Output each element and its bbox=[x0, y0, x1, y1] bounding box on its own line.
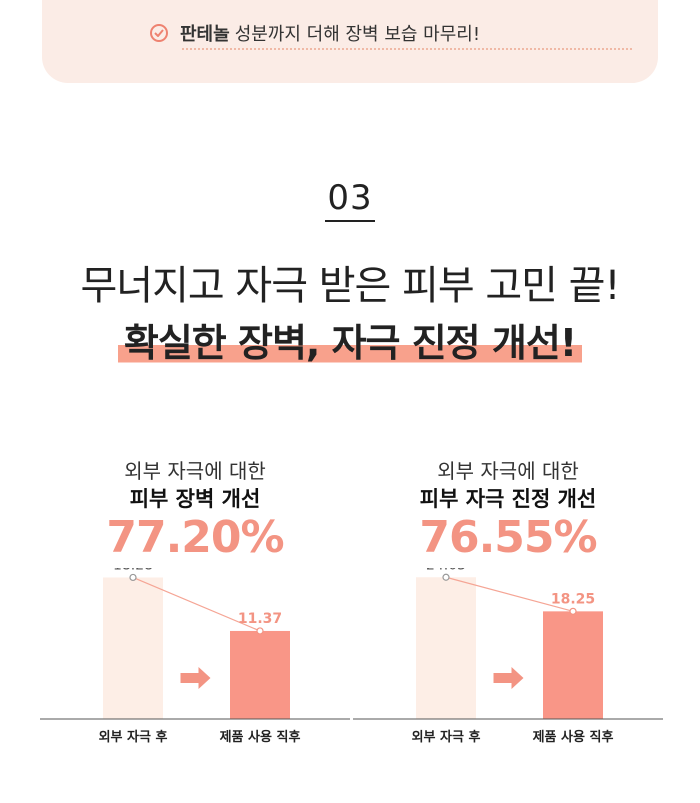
improvement-percent: 77.20% bbox=[106, 512, 284, 563]
data-point-marker bbox=[569, 607, 577, 615]
category-label: 제품 사용 직후 bbox=[533, 729, 614, 745]
section-number: 03 bbox=[0, 178, 700, 222]
subheadline: 확실한 장벽, 자극 진정 개선! bbox=[117, 312, 583, 367]
bar-chart-barrier: 18.28 11.37 외부 자극 후 제품 사용 직후 bbox=[40, 568, 350, 745]
category-label: 외부 자극 후 bbox=[99, 729, 168, 745]
bar-chart-soothing: 24.03 18.25 외부 자극 후 제품 사용 직후 bbox=[353, 568, 663, 745]
value-label: 18.28 bbox=[113, 568, 153, 573]
data-point-marker bbox=[256, 627, 264, 635]
right-arrow-icon bbox=[180, 667, 211, 689]
category-label: 외부 자극 후 bbox=[412, 729, 481, 745]
check-item: 판테놀 성분까지 더해 장벽 보습 마무리! bbox=[150, 20, 480, 46]
panel-caption-line2: 피부 장벽 개선 bbox=[129, 487, 261, 511]
value-label: 24.03 bbox=[426, 568, 466, 573]
trend-line bbox=[132, 576, 261, 632]
bar-before bbox=[416, 577, 476, 719]
chart-panel-soothing: 외부 자극에 대한 피부 자극 진정 개선 76.55% 24.03 18.25 외… bbox=[353, 450, 663, 750]
value-label: 18.25 bbox=[551, 591, 595, 607]
panel-caption-line1: 외부 자극에 대한 bbox=[124, 459, 266, 483]
bar-after bbox=[230, 630, 290, 719]
check-item-text: 판테놀 성분까지 더해 장벽 보습 마무리! bbox=[180, 24, 481, 45]
dotted-divider bbox=[182, 48, 632, 50]
top-card: 판테놀 성분까지 더해 장벽 보습 마무리! bbox=[42, 0, 658, 83]
category-label: 제품 사용 직후 bbox=[220, 729, 301, 745]
bar-before bbox=[103, 577, 163, 719]
data-point-marker bbox=[442, 573, 450, 581]
right-arrow-icon bbox=[493, 667, 524, 689]
bar-after bbox=[543, 611, 603, 719]
panel-caption-line2: 피부 자극 진정 개선 bbox=[419, 487, 597, 511]
improvement-percent: 76.55% bbox=[419, 512, 597, 563]
headline: 무너지고 자극 받은 피부 고민 끝! bbox=[80, 263, 620, 309]
check-circle-icon bbox=[150, 24, 168, 42]
trend-line bbox=[445, 576, 574, 612]
subheadline-wrap: 확실한 장벽, 자극 진정 개선! bbox=[0, 312, 700, 367]
chart-panel-barrier: 외부 자극에 대한 피부 장벽 개선 77.20% 18.28 11.37 외부 자… bbox=[40, 450, 350, 750]
panel-caption-line1: 외부 자극에 대한 bbox=[437, 459, 579, 483]
value-label: 11.37 bbox=[238, 611, 282, 627]
data-point-marker bbox=[129, 573, 137, 582]
